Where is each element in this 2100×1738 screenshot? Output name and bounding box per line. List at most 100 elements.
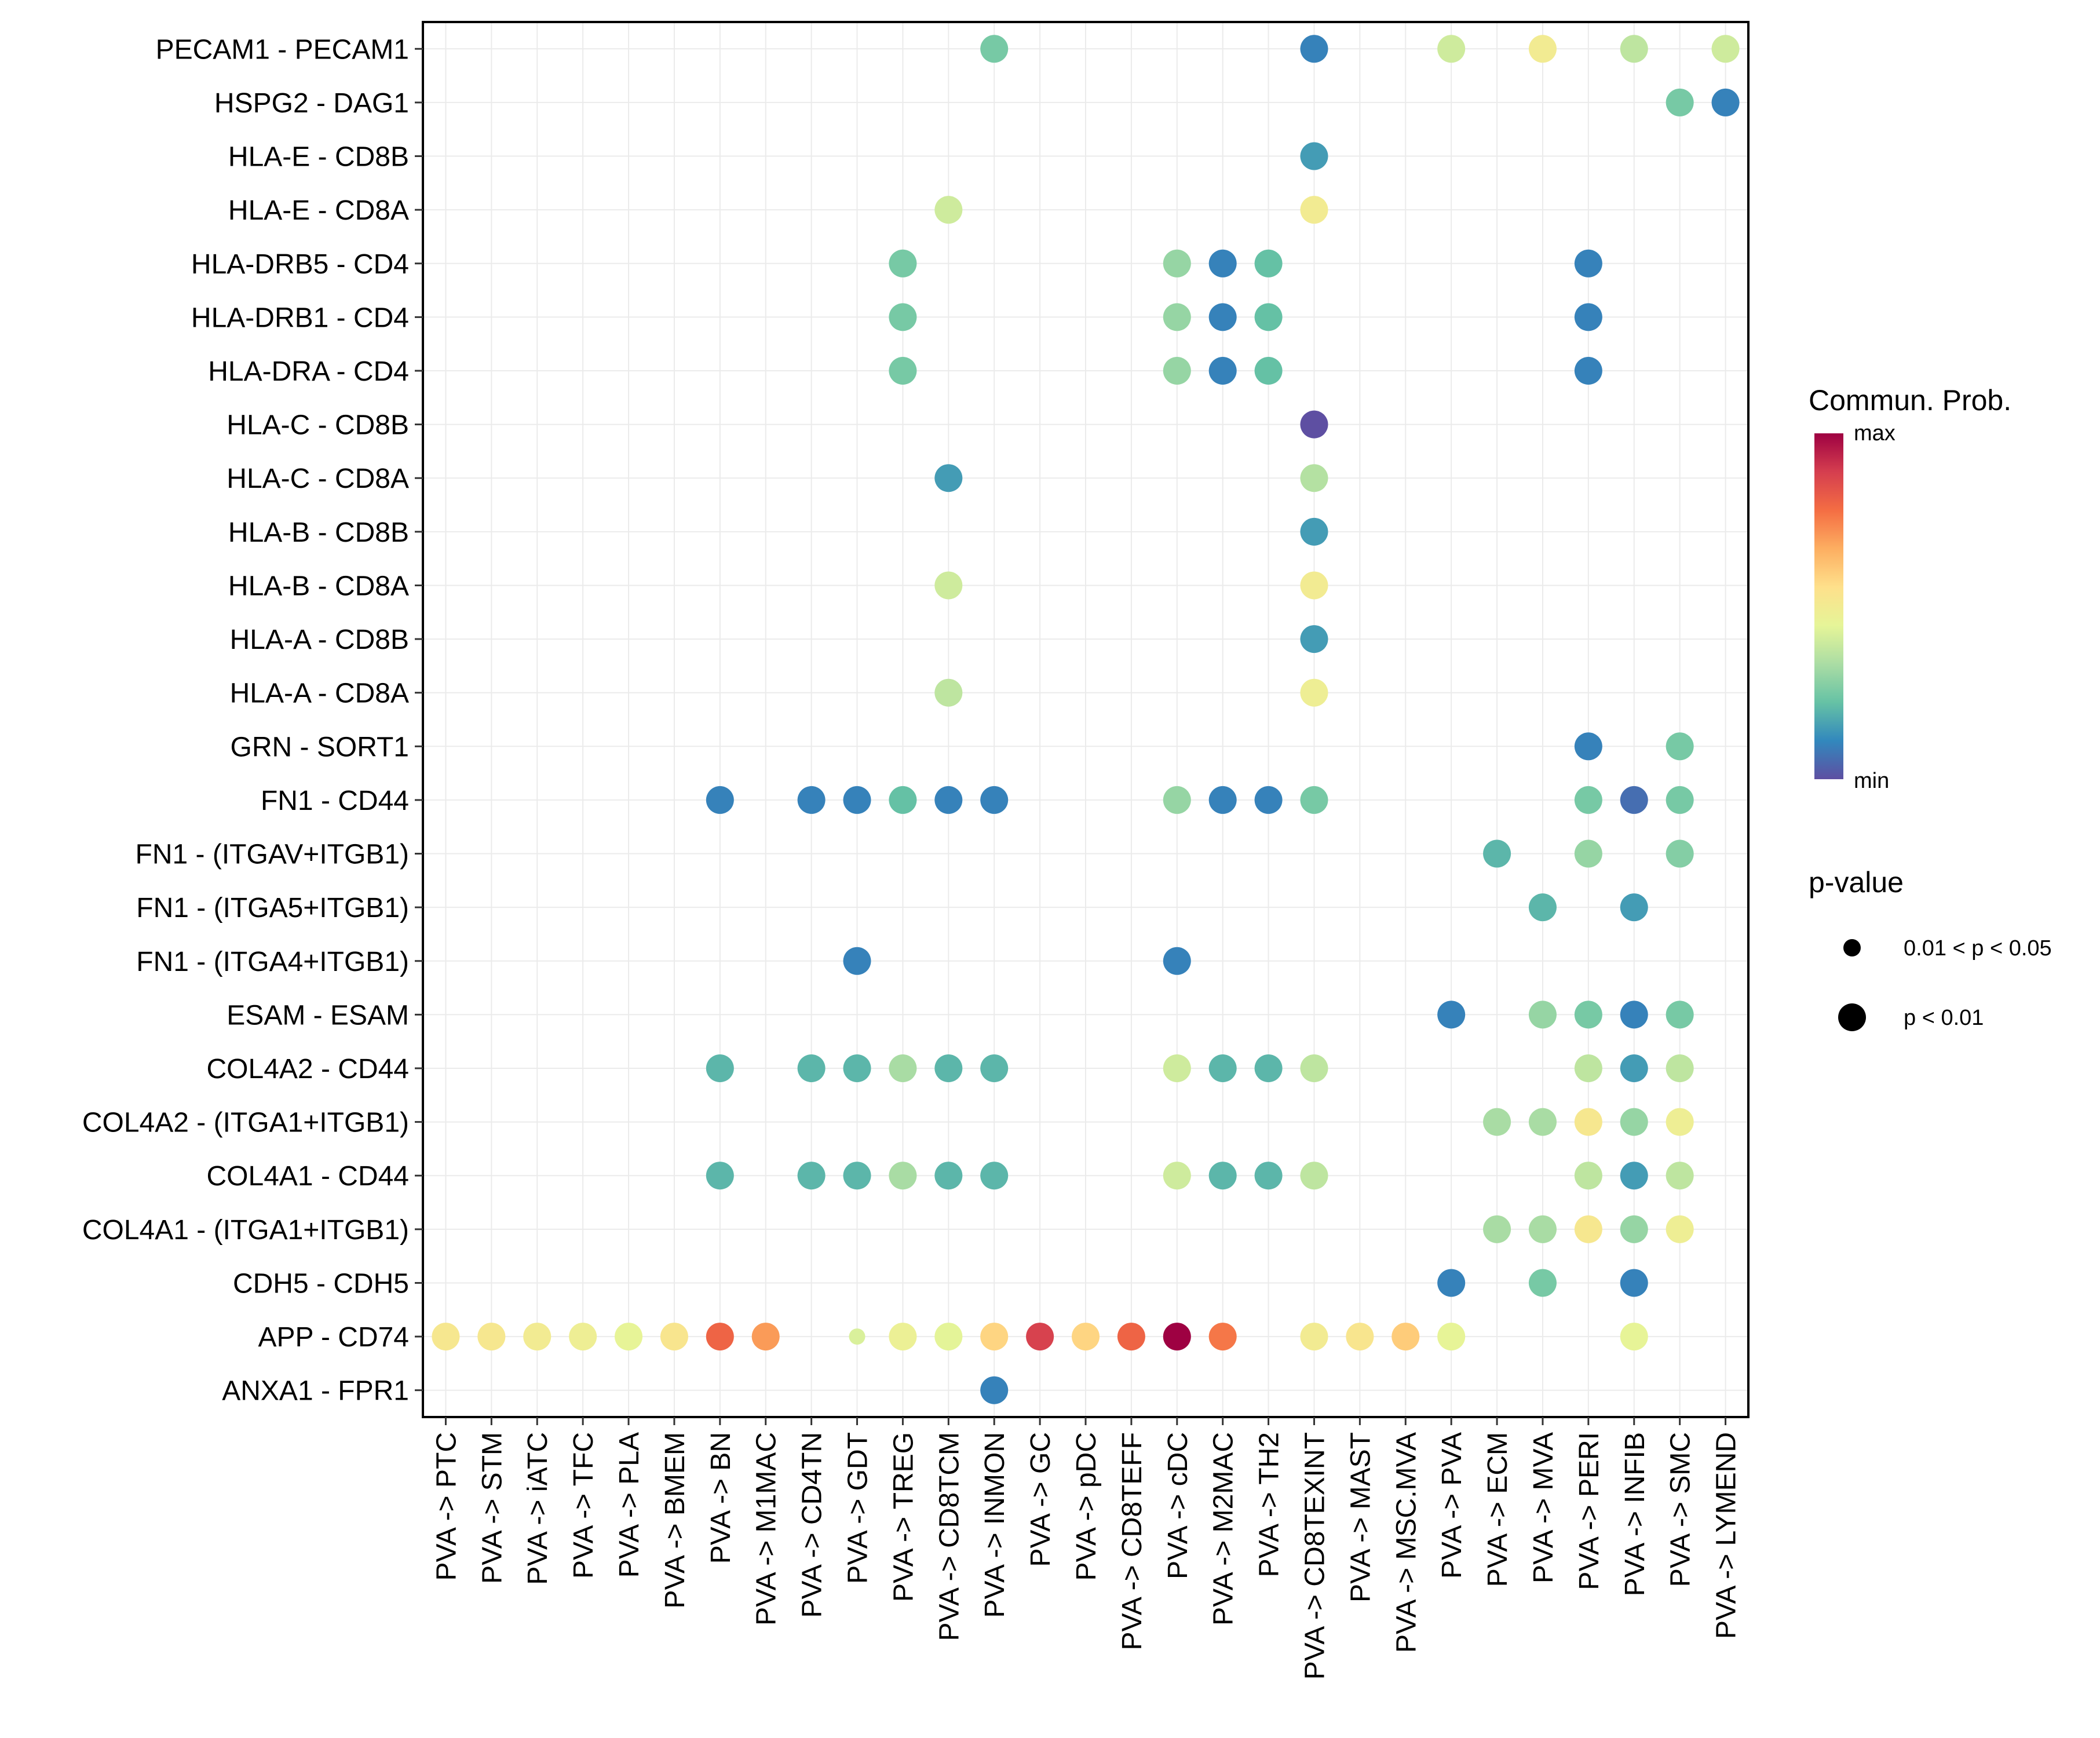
data-point (1620, 1323, 1648, 1351)
data-point (1620, 893, 1648, 922)
y-tick-label: FN1 - (ITGA5+ITGB1) (136, 893, 409, 923)
data-point (1300, 196, 1328, 224)
data-point (1666, 786, 1694, 814)
data-point (1528, 893, 1557, 922)
data-point (1666, 1054, 1694, 1082)
y-tick-label: HLA-E - CD8B (228, 142, 409, 173)
x-tick-label: PVA -> PTC (431, 1432, 462, 1581)
y-tick-label: HSPG2 - DAG1 (214, 88, 409, 119)
data-point (1117, 1323, 1145, 1351)
color-legend: Commun. Prob. max min (1809, 384, 2011, 793)
data-point (1666, 1001, 1694, 1029)
y-tick-label: APP - CD74 (258, 1322, 409, 1353)
data-point (934, 1323, 963, 1351)
x-tick-label: PVA -> MAST (1345, 1432, 1376, 1602)
x-axis: PVA -> PTC PVA -> STM PVA -> iATC PVA -> TF… (431, 1417, 1742, 1679)
x-tick-label: PVA -> PLA (614, 1432, 645, 1578)
data-point (1483, 1108, 1511, 1136)
y-tick-label: HLA-E - CD8A (228, 195, 409, 226)
data-point (706, 1323, 734, 1351)
size-legend-label: 0.01 < p < 0.05 (1904, 936, 2052, 961)
x-tick-label: PVA -> iATC (523, 1432, 553, 1585)
data-point (1574, 1054, 1602, 1082)
data-point (1208, 357, 1237, 385)
data-point (1574, 1001, 1602, 1029)
data-point (1574, 357, 1602, 385)
x-tick-label: PVA -> MSC.MVA (1391, 1432, 1422, 1653)
data-point (1666, 1215, 1694, 1243)
y-tick-label: COL4A2 - CD44 (207, 1054, 409, 1085)
data-point (1574, 1162, 1602, 1190)
data-point (1163, 1323, 1191, 1351)
x-tick-label: PVA -> CD8TEXINT (1299, 1432, 1330, 1679)
grid-lines (423, 22, 1748, 1417)
data-point (1163, 1054, 1191, 1082)
data-point (1483, 839, 1511, 868)
data-point (1346, 1323, 1374, 1351)
x-tick-label: PVA -> pDC (1071, 1432, 1102, 1581)
x-tick-label: PVA -> CD8TEFF (1117, 1432, 1148, 1651)
data-point (1072, 1323, 1100, 1351)
y-tick-label: FN1 - (ITGAV+ITGB1) (136, 839, 410, 870)
data-point (980, 786, 1009, 814)
data-point (1300, 464, 1328, 492)
data-point (1163, 786, 1191, 814)
size-legend-title: p-value (1809, 866, 1904, 899)
data-point (1300, 786, 1328, 814)
data-point (1300, 571, 1328, 600)
data-point (980, 1054, 1009, 1082)
data-point (1300, 35, 1328, 63)
size-legend: p-value 0.01 < p < 0.05 p < 0.01 (1809, 866, 2052, 1031)
y-tick-label: HLA-DRA - CD4 (208, 356, 409, 387)
x-tick-label: PVA -> BMEM (660, 1432, 691, 1609)
y-tick-label: COL4A1 - (ITGA1+ITGB1) (82, 1215, 409, 1246)
data-point (1574, 1215, 1602, 1243)
data-point (1300, 410, 1328, 439)
data-point (1300, 142, 1328, 170)
data-point (1300, 625, 1328, 653)
data-point (1620, 1215, 1648, 1243)
data-point (1208, 303, 1237, 331)
data-point (889, 1323, 917, 1351)
y-tick-label: ANXA1 - FPR1 (222, 1376, 409, 1407)
y-tick-label: HLA-DRB1 - CD4 (191, 302, 409, 333)
data-point (1437, 35, 1466, 63)
data-point (1208, 1054, 1237, 1082)
data-point (980, 1323, 1009, 1351)
data-point (1208, 1323, 1237, 1351)
color-legend-title: Commun. Prob. (1809, 384, 2011, 417)
data-point (477, 1323, 506, 1351)
color-legend-max-label: max (1854, 421, 1896, 446)
x-tick-label: PVA -> SMC (1666, 1432, 1696, 1587)
y-tick-label: PECAM1 - PECAM1 (156, 34, 409, 65)
data-point (1620, 1269, 1648, 1297)
data-point (1254, 303, 1283, 331)
data-point (889, 249, 917, 278)
x-tick-label: PVA -> BN (706, 1432, 736, 1564)
y-tick-label: HLA-B - CD8B (228, 517, 409, 548)
x-tick-label: PVA -> TH2 (1254, 1432, 1285, 1577)
data-point (1254, 357, 1283, 385)
data-point (1026, 1323, 1054, 1351)
color-legend-bar (1814, 433, 1843, 779)
data-point (889, 303, 917, 331)
data-point (432, 1323, 460, 1351)
data-point (1574, 1108, 1602, 1136)
data-point (934, 678, 963, 707)
x-tick-label: PVA -> PVA (1437, 1432, 1467, 1579)
y-tick-label: HLA-B - CD8A (228, 571, 409, 601)
data-point (1528, 1215, 1557, 1243)
x-tick-label: PVA -> ECM (1482, 1432, 1513, 1587)
data-point (797, 786, 826, 814)
data-point (934, 786, 963, 814)
data-point (1711, 88, 1740, 116)
data-point (1300, 1054, 1328, 1082)
y-tick-label: COL4A2 - (ITGA1+ITGB1) (82, 1108, 409, 1138)
data-point (1620, 786, 1648, 814)
data-point (1620, 1001, 1648, 1029)
data-point (1620, 1054, 1648, 1082)
data-point (569, 1323, 597, 1351)
x-tick-label: PVA -> M2MAC (1208, 1432, 1239, 1626)
x-tick-label: PVA -> CD4TN (797, 1432, 828, 1618)
data-point (843, 1162, 871, 1190)
